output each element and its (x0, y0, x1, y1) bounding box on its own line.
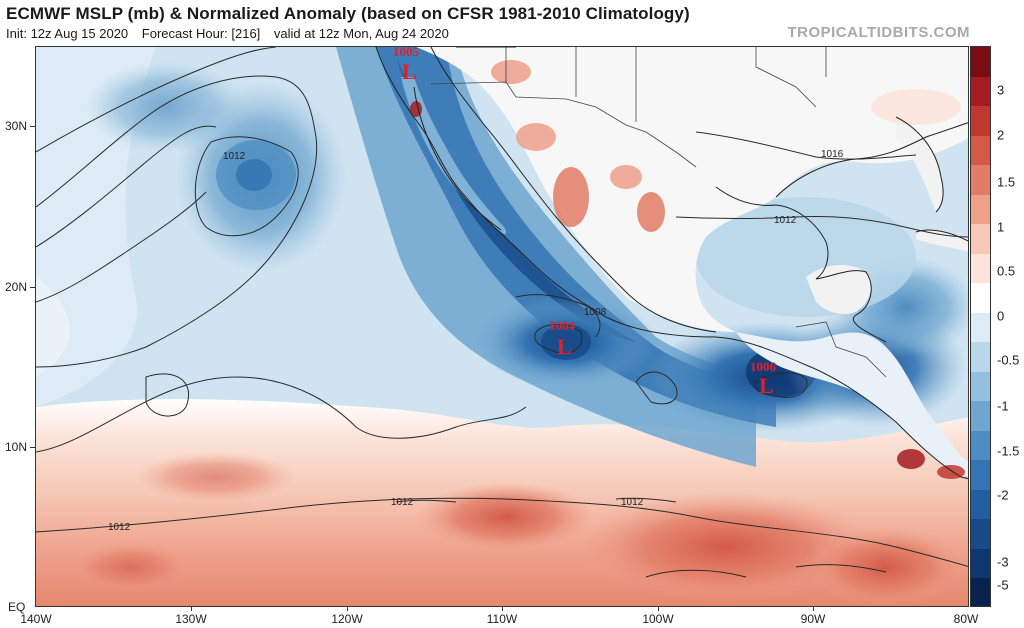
colorbar-swatch (971, 283, 990, 314)
colorbar-swatch (971, 312, 990, 344)
colorbar-swatch (971, 578, 990, 606)
anomaly-map: 1012 1012 1016 1012 1008 1012 1012 1005 … (36, 47, 968, 606)
low-symbol: L (557, 334, 572, 359)
colorbar-swatch (971, 253, 990, 285)
lon-label-120w: 120W (331, 612, 363, 626)
lon-tick (347, 607, 348, 611)
lon-tick (658, 607, 659, 611)
site-watermark: TROPICALTIDBITS.COM (787, 24, 970, 41)
isobar-label: 1012 (223, 151, 246, 162)
colorbar-swatch (971, 47, 990, 78)
colorbar-swatch (971, 519, 990, 550)
colorbar-swatch (971, 371, 990, 403)
isobar-label: 1012 (621, 497, 644, 508)
low-marker-1006: 1006 L (750, 359, 777, 398)
lat-tick (30, 287, 35, 288)
low-pressure-value: 1006 (750, 359, 777, 374)
isobar-label: 1012 (391, 497, 414, 508)
lon-tick (191, 607, 192, 611)
lat-label-10n: 10N (5, 440, 28, 454)
lat-tick (30, 126, 35, 127)
lon-label-110w: 110W (486, 612, 518, 626)
isobar-label: 1016 (821, 149, 844, 160)
colorbar-swatch (971, 135, 990, 167)
low-pressure-value: 1004 (549, 318, 576, 333)
colorbar-label: -3 (997, 554, 1009, 570)
lon-label-140w: 140W (20, 612, 52, 626)
colorbar-swatch (971, 224, 990, 255)
forecast-hour: Forecast Hour: [216] (141, 26, 261, 41)
colorbar-label: 0.5 (997, 263, 1016, 279)
anomaly-colorbar (970, 46, 991, 607)
lat-label-eq: EQ (8, 600, 26, 614)
land-anomalies (410, 60, 965, 479)
isobar-label: 1012 (774, 215, 797, 226)
chart-title: ECMWF MSLP (mb) & Normalized Anomaly (ba… (6, 4, 690, 23)
lon-label-90w: 90W (800, 612, 826, 626)
colorbar-label: -5 (997, 577, 1009, 593)
colorbar-label: -1.5 (997, 443, 1020, 459)
colorbar-label: -2 (997, 487, 1009, 503)
low-pressure-value: 1005 (393, 47, 420, 59)
lon-tick (813, 607, 814, 611)
isobars (36, 47, 968, 578)
low-symbol: L (402, 59, 417, 84)
lat-label-20n: 20N (5, 280, 28, 294)
colorbar-label: -1 (997, 398, 1009, 414)
colorbar-label: 1 (997, 219, 1005, 235)
chart-subtitle: Init: 12z Aug 15 2020 Forecast Hour: [21… (6, 26, 459, 41)
colorbar-label: -0.5 (997, 352, 1020, 368)
colorbar-swatch (971, 460, 990, 491)
low-markers: 1005 L 1004 L 1006 L (393, 47, 777, 398)
lon-tick (502, 607, 503, 611)
colorbar-swatch (971, 430, 990, 462)
coastlines (375, 47, 968, 480)
colorbar-swatch (971, 342, 990, 373)
colorbar-label: 3 (997, 82, 1005, 98)
colorbar-swatch (971, 165, 990, 196)
political-borders (430, 47, 887, 378)
lon-label-130w: 130W (175, 612, 207, 626)
colorbar-swatch (971, 489, 990, 521)
lat-tick (30, 447, 35, 448)
colorbar-swatch (971, 76, 990, 108)
lon-label-100w: 100W (642, 612, 674, 626)
isobar-label: 1008 (584, 307, 607, 318)
colorbar-swatch (971, 194, 990, 226)
colorbar-label: 2 (997, 127, 1005, 143)
colorbar-label: 1.5 (997, 174, 1016, 190)
colorbar-label: 0 (997, 308, 1005, 324)
low-marker-1004: 1004 L (549, 318, 576, 359)
init-time: Init: 12z Aug 15 2020 (6, 26, 129, 41)
low-symbol: L (759, 373, 774, 398)
lat-label-30n: 30N (5, 119, 28, 133)
colorbar-swatch (971, 548, 990, 580)
colorbar-swatch (971, 106, 990, 137)
isobar-labels: 1012 1012 1016 1012 1008 1012 1012 (108, 149, 844, 533)
map-panel: 1012 1012 1016 1012 1008 1012 1012 1005 … (35, 46, 969, 607)
low-marker-1005: 1005 L (393, 47, 420, 84)
isobar-label: 1012 (108, 522, 131, 533)
valid-time: valid at 12z Mon, Aug 24 2020 (273, 26, 449, 41)
colorbar-swatch (971, 401, 990, 432)
lon-label-80w: 80W (953, 612, 979, 626)
